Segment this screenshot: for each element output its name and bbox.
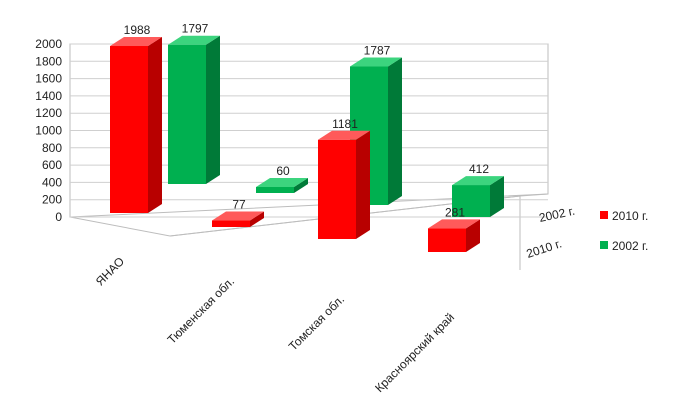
bar [110,46,148,214]
data-label: 1787 [364,44,391,58]
depth-label: 2010 г. [525,236,564,261]
bar [256,187,294,193]
bar-side [206,35,220,185]
legend-label-2002: 2002 г. [612,239,648,253]
y-tick-label: 2000 [35,37,62,51]
data-label: 60 [276,164,290,178]
y-tick-label: 1600 [35,72,62,86]
legend-label-2010: 2010 г. [612,209,648,223]
data-label: 281 [445,205,465,219]
bar [428,228,466,252]
series-2010-bars [110,37,480,252]
bar-side [294,178,308,193]
data-label: 412 [469,162,489,176]
series-2002-bars [168,35,504,217]
bar-side [356,130,370,239]
data-label: 77 [232,198,246,212]
data-labels: 1797 60 1787 412 1988 77 1181 281 [124,22,490,220]
data-label: 1181 [332,117,358,131]
y-tick-label: 800 [42,141,62,155]
bar-top [168,35,220,45]
data-label: 1797 [182,22,209,36]
y-tick-label: 1800 [35,54,62,68]
bar-side [388,57,402,205]
bar [212,220,250,227]
bar-top [428,219,480,229]
x-category-label: Тюменская обл. [165,274,238,347]
y-tick-label: 400 [42,175,62,189]
y-tick-label: 1000 [35,124,62,138]
bar-side [250,211,264,227]
bar-side [490,176,504,217]
bar-top [212,211,264,221]
bar [168,44,206,184]
legend-swatch-2010 [600,211,608,219]
depth-axis-labels: 2010 г. 2002 г. [525,204,577,261]
bar-top [110,37,162,46]
bar-side [148,37,162,213]
y-tick-label: 600 [42,158,62,172]
bar [452,185,490,217]
y-tick-label: 1400 [35,89,62,103]
bar [318,139,356,239]
bar-top [350,57,402,67]
legend-swatch-2002 [600,241,608,249]
x-category-label: Красноярский край [372,310,457,395]
legend: 2010 г. 2002 г. [600,209,648,253]
bar-top [318,130,370,140]
x-category-label: Томская обл. [286,292,347,353]
bar-top [452,176,504,186]
y-tick-label: 200 [42,193,62,207]
x-axis-categories: ЯНАО Тюменская обл. Томская обл. Красноярск… [93,254,457,395]
depth-label: 2002 г. [538,204,576,225]
y-axis-ticks: 0 200 400 600 800 1000 1200 1400 1600 1800 2000 [35,37,62,224]
x-category-label: ЯНАО [93,254,127,288]
y-tick-label: 0 [55,210,62,224]
bar-top [256,178,308,187]
floor-front-edge [169,195,521,270]
data-label: 1988 [124,23,151,37]
bar-side [466,219,480,252]
y-tick-label: 1200 [35,106,62,120]
